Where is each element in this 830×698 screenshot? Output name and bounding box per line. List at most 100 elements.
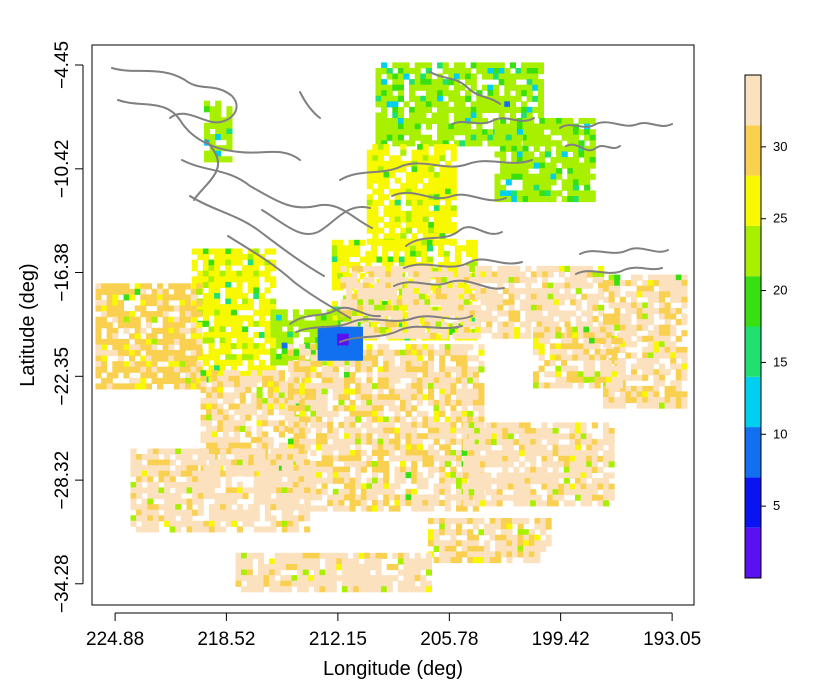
heatmap-cell: [147, 481, 154, 488]
heatmap-cell: [653, 341, 660, 348]
heatmap-cell: [338, 505, 345, 512]
heatmap-cell: [375, 95, 382, 102]
heatmap-cell: [664, 335, 671, 342]
heatmap-cell: [448, 68, 455, 75]
heatmap-cell: [377, 488, 384, 495]
heatmap-cell: [403, 558, 410, 565]
heatmap-cell: [468, 439, 475, 446]
heatmap-cell: [375, 68, 382, 75]
heatmap-cell: [219, 270, 226, 277]
heatmap-cell: [530, 293, 537, 300]
heatmap-cell: [208, 520, 215, 527]
heatmap-cell: [152, 487, 159, 494]
heatmap-cell: [192, 470, 199, 477]
heatmap-cell: [420, 558, 427, 565]
heatmap-cell: [310, 405, 317, 412]
heatmap-cell: [550, 157, 557, 164]
heatmap-cell: [228, 375, 235, 382]
heatmap-cell: [346, 282, 353, 289]
heatmap-cell: [158, 476, 165, 483]
heatmap-cell: [404, 312, 411, 319]
heatmap-cell: [217, 442, 224, 449]
heatmap-cell: [487, 90, 494, 97]
heatmap-cell: [450, 551, 457, 558]
heatmap-cell: [494, 184, 501, 191]
heatmap-cell: [439, 477, 446, 484]
heatmap-cell: [253, 476, 260, 483]
heatmap-cell: [597, 466, 604, 473]
heatmap-cell: [420, 112, 427, 119]
heatmap-cell: [444, 399, 451, 406]
heatmap-cell: [642, 402, 649, 409]
heatmap-cell: [236, 248, 243, 255]
heatmap-cell: [310, 438, 317, 445]
heatmap-cell: [537, 90, 544, 97]
heatmap-cell: [670, 324, 677, 331]
heatmap-cell: [659, 352, 666, 359]
heatmap-cell: [450, 383, 457, 390]
heatmap-cell: [375, 73, 382, 80]
heatmap-cell: [631, 374, 638, 381]
heatmap-cell: [521, 68, 528, 75]
heatmap-cell: [586, 433, 593, 440]
heatmap-cell: [566, 332, 573, 339]
heatmap-cell: [394, 177, 401, 184]
heatmap-cell: [225, 470, 232, 477]
heatmap-cell: [217, 420, 224, 427]
heatmap-cell: [185, 366, 192, 373]
heatmap-cell: [355, 444, 362, 451]
heatmap-cell: [474, 466, 481, 473]
heatmap-cell: [383, 433, 390, 440]
heatmap-cell: [517, 529, 524, 536]
heatmap-cell: [400, 149, 407, 156]
heatmap-cell: [443, 256, 450, 263]
heatmap-cell: [478, 394, 485, 401]
heatmap-cell: [123, 316, 130, 323]
heatmap-cell: [372, 461, 379, 468]
heatmap-cell: [549, 360, 556, 367]
heatmap-cell: [538, 382, 545, 389]
heatmap-cell: [337, 267, 344, 274]
heatmap-cell: [681, 280, 688, 287]
heatmap-cell: [388, 377, 395, 384]
heatmap-cell: [411, 360, 418, 367]
heatmap-cell: [491, 455, 498, 462]
heatmap-cell: [390, 327, 397, 334]
heatmap-cell: [441, 288, 448, 295]
heatmap-cell: [431, 95, 438, 102]
heatmap-cell: [101, 383, 108, 390]
heatmap-cell: [134, 333, 141, 340]
heatmap-cell: [525, 265, 532, 272]
heatmap-cell: [396, 316, 403, 323]
heatmap-cell: [450, 149, 457, 156]
heatmap-cell: [435, 316, 442, 323]
heatmap-cell: [253, 287, 260, 294]
heatmap-cell: [405, 183, 412, 190]
heatmap-cell: [458, 332, 465, 339]
heatmap-cell: [147, 470, 154, 477]
heatmap-cell: [534, 518, 541, 525]
heatmap-cell: [258, 304, 265, 311]
heatmap-cell: [214, 493, 221, 500]
heatmap-cell: [480, 265, 487, 272]
heatmap-cell: [470, 84, 477, 91]
heatmap-cell: [336, 575, 343, 582]
heatmap-cell: [456, 360, 463, 367]
heatmap-cell: [362, 293, 369, 300]
heatmap-cell: [332, 472, 339, 479]
heatmap-cell: [374, 271, 381, 278]
heatmap-cell: [603, 433, 610, 440]
heatmap-cell: [675, 352, 682, 359]
heatmap-cell: [222, 398, 229, 405]
heatmap-cell: [259, 498, 266, 505]
heatmap-cell: [387, 301, 394, 308]
heatmap-cell: [424, 299, 431, 306]
heatmap-cell: [439, 388, 446, 395]
heatmap-cell: [463, 461, 470, 468]
heatmap-cell: [564, 316, 571, 323]
heatmap-cell: [549, 326, 556, 333]
heatmap-cell: [236, 276, 243, 283]
heatmap-cell: [276, 320, 283, 327]
heatmap-cell: [547, 288, 554, 295]
heatmap-cell: [525, 282, 532, 289]
